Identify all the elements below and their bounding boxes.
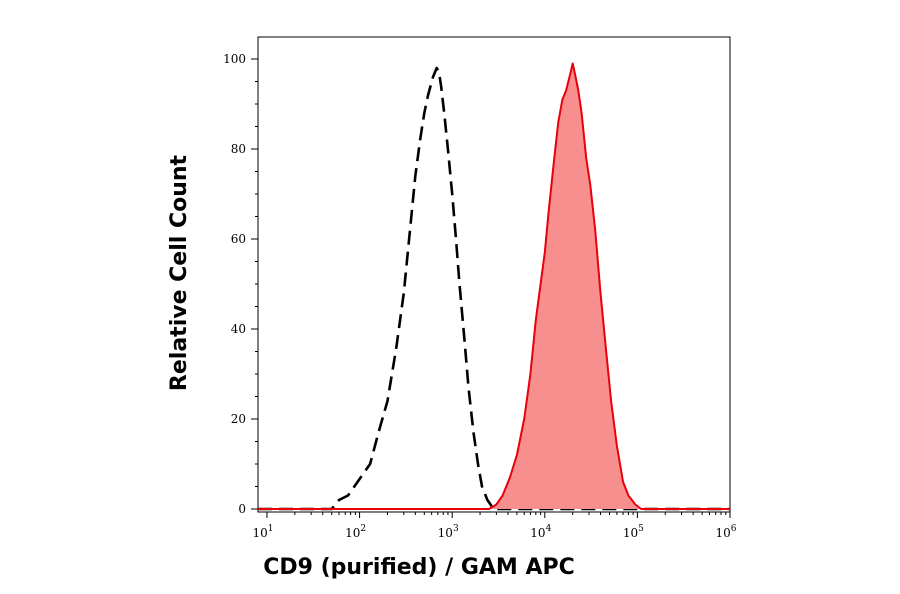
series-2-fill bbox=[258, 63, 730, 509]
x-tick-label: 103 bbox=[438, 524, 459, 540]
y-tick-label: 20 bbox=[231, 412, 246, 426]
y-axis: 0 20 40 60 80 100 bbox=[223, 52, 258, 516]
y-tick-label: 60 bbox=[231, 232, 246, 246]
series-layer bbox=[258, 62, 730, 511]
x-tick-label: 101 bbox=[252, 524, 273, 540]
x-axis-title: CD9 (purified) / GAM APC bbox=[263, 555, 575, 580]
x-tick-label: 102 bbox=[345, 524, 366, 540]
x-tick-label: 104 bbox=[530, 524, 551, 540]
x-tick-label: 106 bbox=[715, 524, 736, 540]
series-1-line bbox=[258, 66, 730, 511]
x-axis: 101 102 103 104 105 106 bbox=[252, 512, 737, 540]
y-tick-label: 100 bbox=[223, 52, 246, 66]
y-tick-label: 0 bbox=[238, 502, 246, 516]
y-axis-title: Relative Cell Count bbox=[167, 154, 192, 391]
x-tick-label: 105 bbox=[623, 524, 644, 540]
y-tick-label: 40 bbox=[231, 322, 246, 336]
series-2-line bbox=[258, 62, 730, 510]
y-tick-label: 80 bbox=[231, 142, 246, 156]
plot-frame bbox=[257, 36, 731, 513]
